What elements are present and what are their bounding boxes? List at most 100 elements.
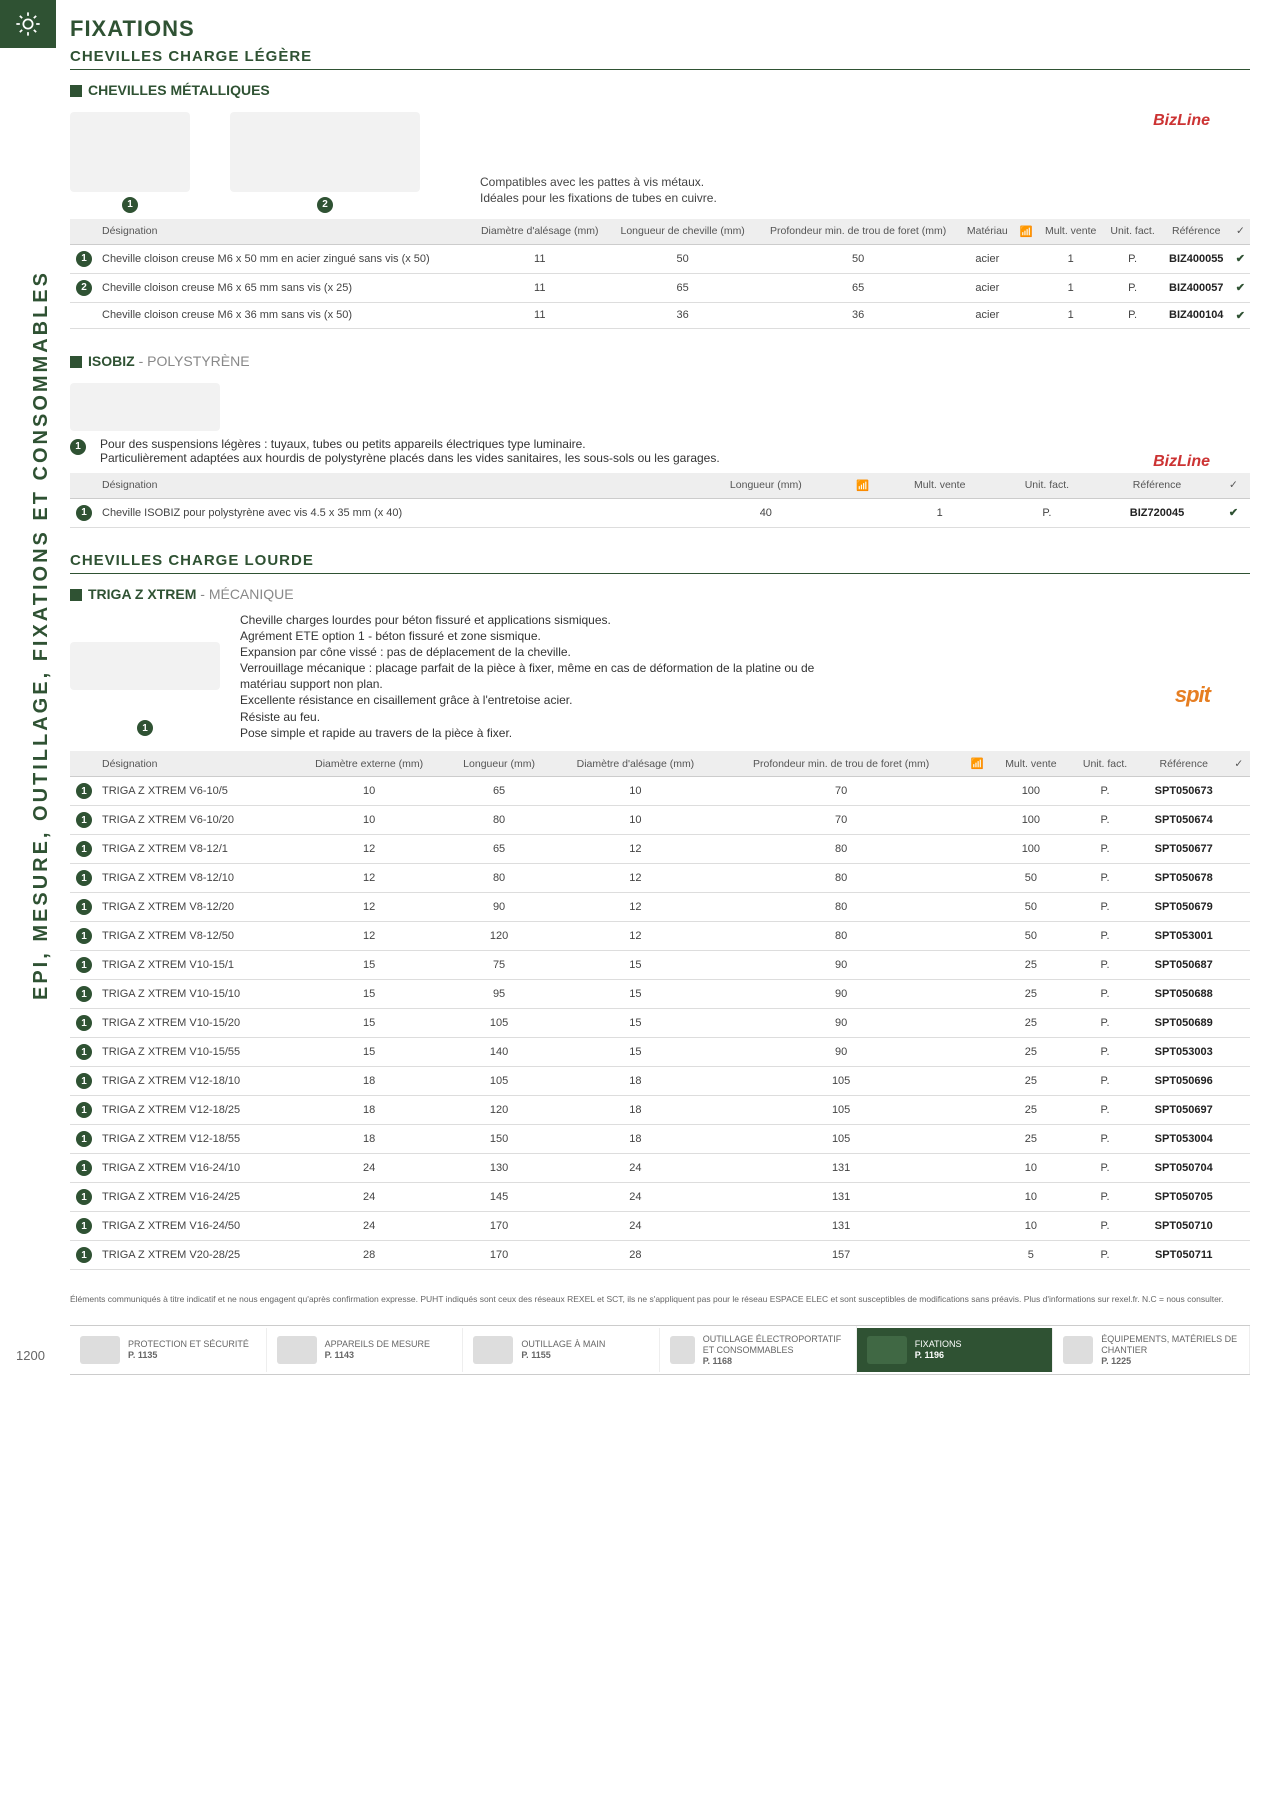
cell: TRIGA Z XTREM V8-12/50: [98, 922, 292, 951]
footer-tab-thumb: [1063, 1336, 1093, 1364]
row-badge: 1: [76, 899, 92, 915]
cell: P.: [1070, 1212, 1140, 1241]
cell: 50: [609, 244, 756, 273]
footer-tab[interactable]: OUTILLAGE À MAINP. 1155: [463, 1328, 660, 1372]
column-header: Désignation: [98, 219, 470, 245]
cell: 18: [292, 1096, 446, 1125]
cell: SPT053003: [1140, 1038, 1228, 1067]
column-header: 📶: [963, 751, 991, 777]
table-row: 1TRIGA Z XTREM V8-12/112651280100P.SPT05…: [70, 835, 1250, 864]
table-row: 1TRIGA Z XTREM V10-15/5515140159025P.SPT…: [70, 1038, 1250, 1067]
cell: [963, 1125, 991, 1154]
product-table: DésignationDiamètre externe (mm)Longueur…: [70, 751, 1250, 1270]
cell: 15: [552, 1009, 719, 1038]
cell: 11: [470, 302, 609, 328]
cell: [963, 951, 991, 980]
row-badge: 1: [76, 1102, 92, 1118]
cell: TRIGA Z XTREM V10-15/55: [98, 1038, 292, 1067]
cell: 170: [446, 1212, 552, 1241]
footer-tab[interactable]: PROTECTION ET SÉCURITÉP. 1135: [70, 1328, 267, 1372]
cell: 131: [719, 1183, 964, 1212]
cell: 25: [991, 980, 1070, 1009]
cell: [1228, 1096, 1250, 1125]
table-row: 1Cheville cloison creuse M6 x 50 mm en a…: [70, 244, 1250, 273]
cell: P.: [1070, 1067, 1140, 1096]
cell: 100: [991, 777, 1070, 806]
brand-logo: spit: [1175, 682, 1210, 708]
cell: P.: [1070, 1038, 1140, 1067]
cell: Cheville ISOBIZ pour polystyrène avec vi…: [98, 498, 689, 527]
cell: [963, 777, 991, 806]
footer-tab-label: OUTILLAGE À MAINP. 1155: [521, 1339, 605, 1361]
cell: 24: [292, 1154, 446, 1183]
row-badge: 1: [76, 841, 92, 857]
cell: 65: [446, 777, 552, 806]
column-header: Profondeur min. de trou de foret (mm): [756, 219, 960, 245]
row-badge: 1: [76, 1073, 92, 1089]
cell: 10: [292, 777, 446, 806]
cell: 1: [1038, 302, 1104, 328]
column-header: Mult. vente: [1038, 219, 1104, 245]
cell: 95: [446, 980, 552, 1009]
cell: 1: [883, 498, 997, 527]
cell: [1228, 835, 1250, 864]
cell: TRIGA Z XTREM V16-24/50: [98, 1212, 292, 1241]
image-badge: 2: [317, 197, 333, 213]
image-badge: 1: [122, 197, 138, 213]
cell: P.: [1070, 951, 1140, 980]
row-badge: 1: [76, 1131, 92, 1147]
cell: SPT050710: [1140, 1212, 1228, 1241]
cell: 90: [446, 893, 552, 922]
cell: 18: [552, 1067, 719, 1096]
cell: 12: [552, 835, 719, 864]
cell: SPT050697: [1140, 1096, 1228, 1125]
cell: [1228, 922, 1250, 951]
column-header: Matériau: [960, 219, 1014, 245]
footer-nav: PROTECTION ET SÉCURITÉP. 1135APPAREILS D…: [70, 1325, 1250, 1375]
cell: 10: [292, 806, 446, 835]
cell: 15: [292, 980, 446, 1009]
cell: Cheville cloison creuse M6 x 50 mm en ac…: [98, 244, 470, 273]
column-header: Longueur de cheville (mm): [609, 219, 756, 245]
cell: [963, 922, 991, 951]
table-row: 1TRIGA Z XTREM V16-24/25241452413110P.SP…: [70, 1183, 1250, 1212]
row-badge: 1: [76, 957, 92, 973]
column-header: Désignation: [98, 751, 292, 777]
cell: SPT050678: [1140, 864, 1228, 893]
column-header: Référence: [1140, 751, 1228, 777]
cell: TRIGA Z XTREM V6-10/20: [98, 806, 292, 835]
cell: [963, 1183, 991, 1212]
footer-tab[interactable]: ÉQUIPEMENTS, MATÉRIELS DE CHANTIERP. 122…: [1053, 1326, 1250, 1374]
cell: 18: [552, 1125, 719, 1154]
cell: [963, 1009, 991, 1038]
cell: [963, 1241, 991, 1270]
cell: P.: [1104, 244, 1162, 273]
cell: 15: [292, 1009, 446, 1038]
footer-tab[interactable]: FIXATIONSP. 1196: [857, 1328, 1054, 1372]
cell: P.: [1070, 864, 1140, 893]
cell: P.: [1070, 1009, 1140, 1038]
cell: SPT050687: [1140, 951, 1228, 980]
product-image: [70, 112, 190, 192]
table-row: 1TRIGA Z XTREM V16-24/50241702413110P.SP…: [70, 1212, 1250, 1241]
cell: [963, 1096, 991, 1125]
cell: TRIGA Z XTREM V12-18/10: [98, 1067, 292, 1096]
cell: acier: [960, 273, 1014, 302]
cell: [1228, 1009, 1250, 1038]
footer-tab[interactable]: APPAREILS DE MESUREP. 1143: [267, 1328, 464, 1372]
footer-tab[interactable]: OUTILLAGE ÉLECTROPORTATIF ET CONSOMMABLE…: [660, 1326, 857, 1374]
cell: [1228, 777, 1250, 806]
cell: TRIGA Z XTREM V8-12/20: [98, 893, 292, 922]
cell: [1014, 244, 1037, 273]
cell: Cheville cloison creuse M6 x 65 mm sans …: [98, 273, 470, 302]
cell: 12: [292, 864, 446, 893]
cell: 28: [292, 1241, 446, 1270]
cell: [1228, 1154, 1250, 1183]
cell: 18: [292, 1125, 446, 1154]
cell: 105: [446, 1067, 552, 1096]
cell: 157: [719, 1241, 964, 1270]
cell: SPT050705: [1140, 1183, 1228, 1212]
cell: 25: [991, 1067, 1070, 1096]
page-number: 1200: [16, 1348, 45, 1363]
column-header: Unit. fact.: [997, 473, 1097, 499]
